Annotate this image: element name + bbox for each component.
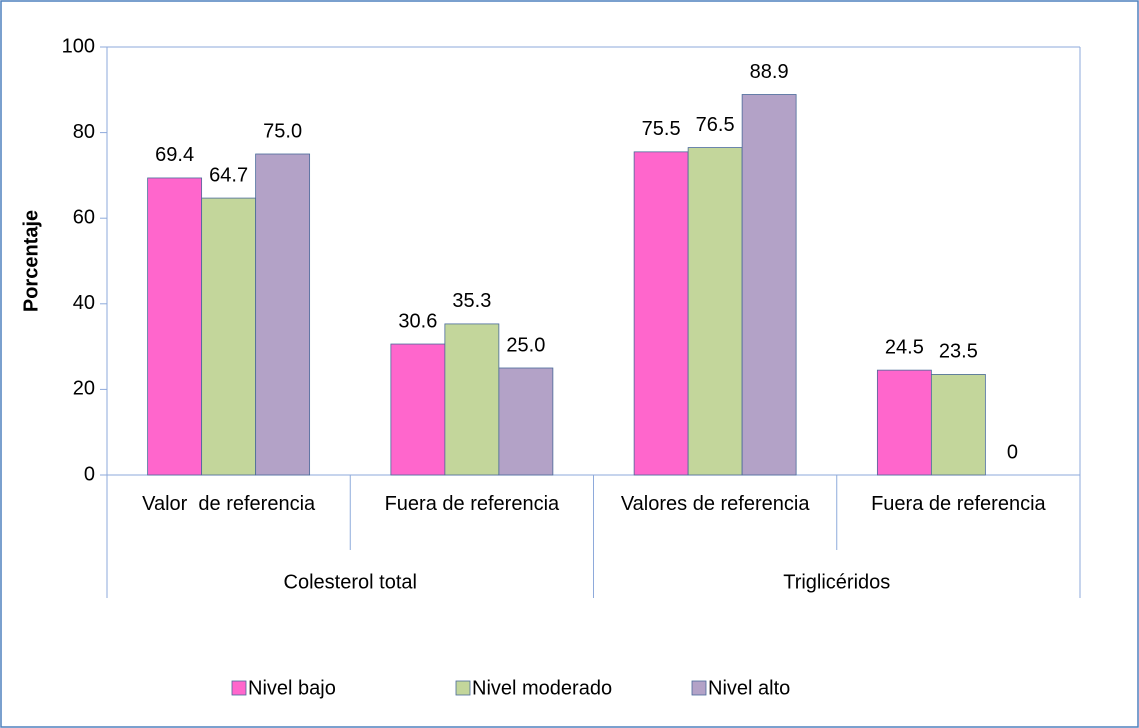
y-tick-label: 100 bbox=[62, 35, 95, 57]
legend-label: Nivel bajo bbox=[248, 677, 336, 699]
x-tick-label: Fuera de referencia bbox=[871, 493, 1046, 515]
bar bbox=[147, 177, 203, 476]
y-tick-label: 40 bbox=[73, 292, 95, 314]
bar bbox=[687, 147, 743, 476]
data-label: 75.5 bbox=[642, 118, 681, 140]
y-tick-label: 20 bbox=[73, 378, 95, 400]
data-label: 25.0 bbox=[506, 334, 545, 356]
x-tick-label: Fuera de referencia bbox=[384, 493, 560, 515]
x-category: Fuera de referencia bbox=[384, 493, 560, 515]
data-label: 88.9 bbox=[750, 61, 789, 83]
x-category: Fuera de referencia bbox=[871, 493, 1046, 515]
bar bbox=[255, 153, 311, 476]
bar bbox=[390, 343, 446, 476]
data-label: 30.6 bbox=[398, 310, 437, 332]
bar bbox=[444, 323, 500, 476]
bar bbox=[633, 151, 689, 476]
legend-swatch bbox=[691, 680, 707, 696]
bar bbox=[930, 374, 986, 476]
data-label: 75.0 bbox=[263, 120, 302, 142]
x-tick-label: Valores de referencia bbox=[620, 493, 810, 515]
group-label: Colesterol total bbox=[284, 571, 417, 593]
data-label: 76.5 bbox=[696, 114, 735, 136]
legend-swatch bbox=[231, 680, 247, 696]
x-category: Valor de referencia bbox=[142, 493, 316, 515]
data-label: 24.5 bbox=[885, 336, 924, 358]
x-tick-label: Valor de referencia bbox=[142, 493, 316, 515]
group-label: Triglicéridos bbox=[783, 571, 890, 593]
y-axis-label: Porcentaje bbox=[20, 210, 42, 312]
x-category: Valores de referencia bbox=[620, 493, 810, 515]
bar bbox=[498, 367, 554, 476]
data-label: 35.3 bbox=[452, 290, 491, 312]
y-tick-label: 80 bbox=[73, 121, 95, 143]
y-tick-label: 0 bbox=[84, 463, 95, 485]
data-label: 0 bbox=[1007, 441, 1018, 463]
bar bbox=[741, 94, 797, 476]
legend-label: Nivel alto bbox=[708, 677, 790, 699]
data-label: 69.4 bbox=[155, 144, 194, 166]
bar bbox=[876, 369, 932, 476]
legend-swatch bbox=[455, 680, 471, 696]
bar bbox=[201, 197, 257, 476]
data-label: 64.7 bbox=[209, 164, 248, 186]
legend-label: Nivel moderado bbox=[472, 677, 612, 699]
y-tick-label: 60 bbox=[73, 206, 95, 228]
data-label: 23.5 bbox=[939, 341, 978, 363]
